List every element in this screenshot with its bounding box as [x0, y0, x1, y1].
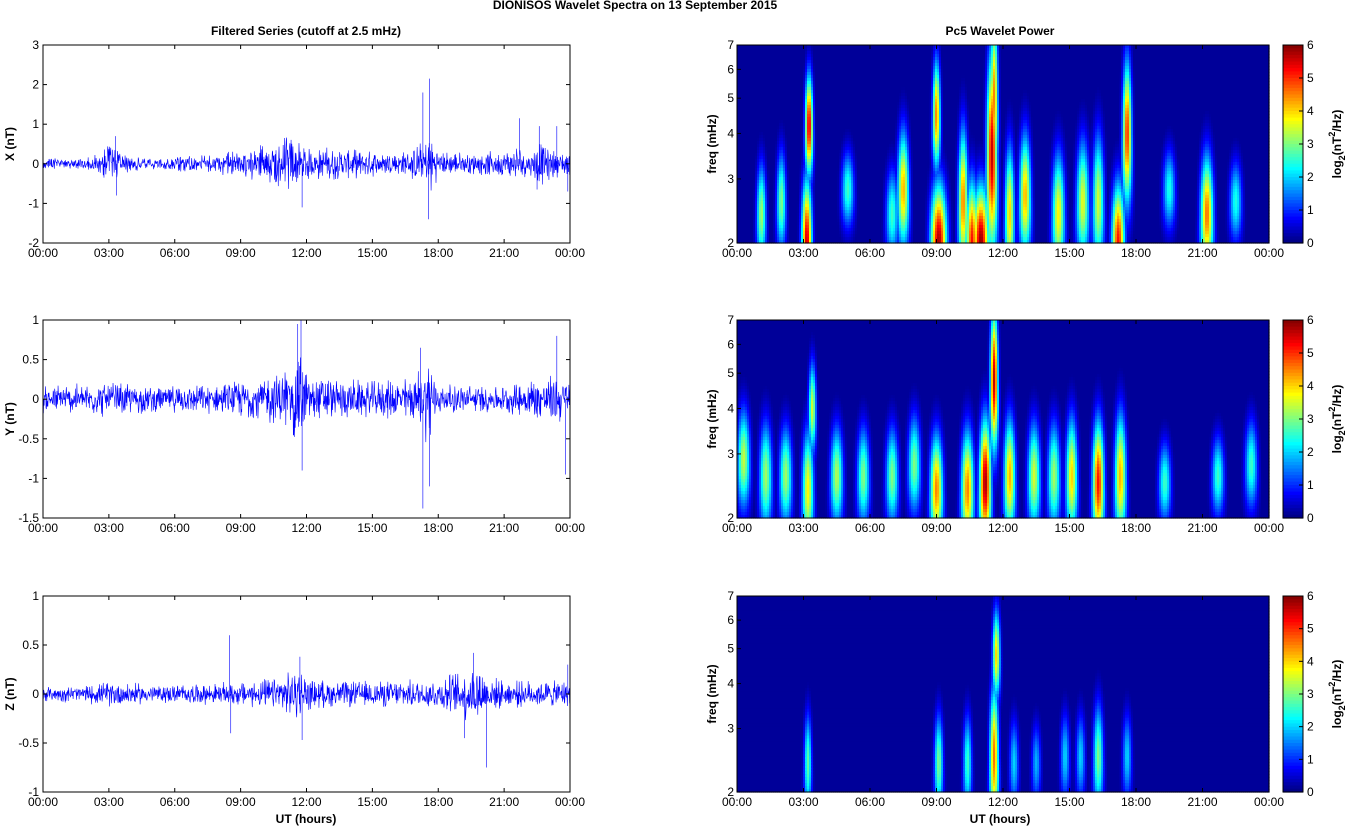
- figure-title: DIONISOS Wavelet Spectra on 13 September…: [493, 0, 778, 12]
- y-tick-label: -0.5: [18, 432, 39, 446]
- x-tick-label: 21:00: [489, 246, 519, 260]
- y-tick-label: 0: [32, 157, 39, 171]
- x-tick-label: 00:00: [555, 795, 585, 809]
- y-tick-label: 1: [32, 313, 39, 327]
- y-tick-label: 1: [32, 589, 39, 603]
- x-tick-label: 00:00: [28, 795, 58, 809]
- y-tick-label: 0.5: [22, 638, 39, 652]
- x-tick-label: 03:00: [94, 795, 124, 809]
- x-tick-label: 06:00: [160, 246, 190, 260]
- plot-area: [43, 45, 570, 243]
- x-tick-label: 15:00: [357, 795, 387, 809]
- y-axis-label: Y (nT): [3, 402, 17, 436]
- x-tick-label: 12:00: [291, 795, 321, 809]
- x-tick-label: 03:00: [94, 246, 124, 260]
- left-column-title: Filtered Series (cutoff at 2.5 mHz): [211, 24, 401, 38]
- y-tick-label: -1: [28, 196, 39, 210]
- x-tick-label: 06:00: [160, 795, 190, 809]
- x-tick-label: 09:00: [226, 521, 256, 535]
- x-tick-label: 00:00: [28, 246, 58, 260]
- y-tick-label: 1: [32, 117, 39, 131]
- y-tick-label: 2: [32, 78, 39, 92]
- x-tick-label: 21:00: [489, 795, 519, 809]
- y-tick-label: 0: [32, 687, 39, 701]
- left-xlabel: UT (hours): [276, 812, 337, 826]
- y-tick-label: 3: [32, 38, 39, 52]
- x-tick-label: 12:00: [291, 246, 321, 260]
- x-tick-label: 21:00: [489, 521, 519, 535]
- right-xlabel: UT (hours): [970, 812, 1031, 826]
- y-tick-label: -1: [28, 471, 39, 485]
- x-tick-label: 00:00: [28, 521, 58, 535]
- y-tick-label: -0.5: [18, 736, 39, 750]
- right-column-title: Pc5 Wavelet Power: [946, 24, 1055, 38]
- x-tick-label: 15:00: [357, 246, 387, 260]
- y-axis-label: Z (nT): [3, 677, 17, 710]
- x-tick-label: 09:00: [226, 795, 256, 809]
- x-tick-label: 00:00: [555, 521, 585, 535]
- x-tick-label: 09:00: [226, 246, 256, 260]
- y-tick-label: 0: [32, 392, 39, 406]
- x-tick-label: 06:00: [160, 521, 190, 535]
- x-tick-label: 03:00: [94, 521, 124, 535]
- x-tick-label: 18:00: [423, 246, 453, 260]
- x-tick-label: 12:00: [291, 521, 321, 535]
- x-tick-label: 15:00: [357, 521, 387, 535]
- x-tick-label: 18:00: [423, 795, 453, 809]
- y-tick-label: 0.5: [22, 353, 39, 367]
- x-tick-label: 18:00: [423, 521, 453, 535]
- plot-area: [43, 320, 570, 518]
- y-axis-label: X (nT): [3, 127, 17, 161]
- x-tick-label: 00:00: [555, 246, 585, 260]
